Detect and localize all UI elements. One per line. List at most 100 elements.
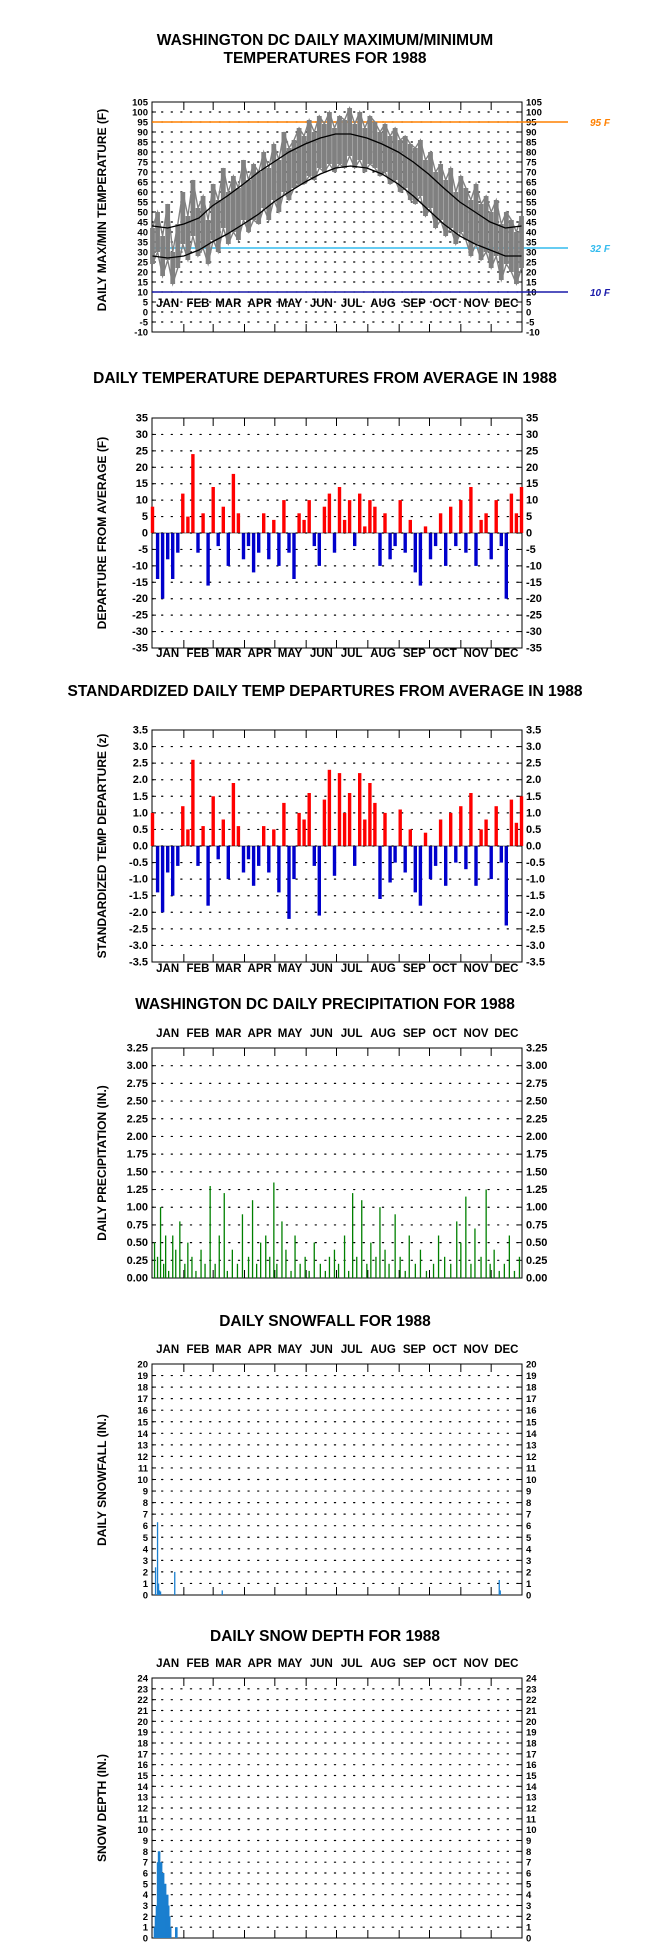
departure-bar — [211, 487, 215, 533]
precip-bar — [493, 1249, 495, 1278]
departure-bar — [267, 533, 271, 560]
snowfall-ytick-label-left: 20 — [137, 1360, 148, 1371]
zscore-month-label: APR — [248, 963, 273, 975]
precip-ytick-label-right: 2.00 — [526, 1131, 547, 1143]
departure-bar — [484, 513, 488, 533]
zscore-bar — [166, 846, 170, 873]
snowfall-bar — [157, 1583, 160, 1595]
precip-plot-area: 0.00 0.00 0.25 0.25 0.50 0.50 0.75 0.75 1.00 1.00… — [95, 1028, 547, 1285]
departure-ytick-label-right: 10 — [526, 495, 538, 507]
precip-bar — [226, 1270, 228, 1278]
temps-month-label: NOV — [464, 298, 489, 310]
zscore-plot-area: -3.5 -3.5 -3.0 -3.0 -2.5 -2.5 -2.0 -2.0 -1.5 -1.5… — [95, 725, 545, 976]
departure-bar — [509, 493, 514, 533]
zscore-bar — [211, 796, 215, 846]
snowfall-ytick-label-right: 1 — [526, 1579, 532, 1590]
snowfall-month-label: MAY — [278, 1344, 303, 1356]
precip-bar — [195, 1270, 197, 1278]
departure-bar — [206, 533, 210, 586]
departure-bar — [257, 533, 261, 553]
precip-month-label: JAN — [156, 1028, 179, 1040]
zscore-bar — [398, 809, 402, 846]
departure-ytick-label-left: 10 — [136, 495, 148, 507]
snowfall-chart-title: DAILY SNOWFALL FOR 1988 — [219, 1313, 431, 1330]
temps-ytick-label-right: 65 — [526, 178, 537, 189]
precip-month-label: NOV — [464, 1028, 489, 1040]
snowfall-ytick-label-left: 13 — [137, 1440, 148, 1451]
departure-bar — [519, 487, 524, 533]
temps-ytick-label-left: 30 — [137, 248, 148, 259]
precip-month-label: DEC — [494, 1028, 518, 1040]
snowdepth-bar — [164, 1883, 167, 1938]
snowdepth-bar — [165, 1894, 168, 1938]
departure-month-label: MAY — [278, 648, 303, 660]
zscore-ytick-label-right: 3.5 — [526, 725, 541, 737]
snowdepth-bar — [169, 1927, 172, 1938]
precip-bar — [465, 1196, 467, 1278]
snowdepth-ytick-label-right: 7 — [526, 1858, 531, 1869]
zscore-bar — [272, 829, 276, 846]
zscore-bar — [302, 819, 306, 846]
departure-bar — [398, 500, 402, 533]
temperature-chart-title-line1: WASHINGTON DC DAILY MAXIMUM/MINIMUM — [156, 32, 494, 49]
departure-bar — [449, 506, 453, 533]
precip-bar — [172, 1235, 174, 1278]
temps-ytick-label-right: 70 — [526, 168, 537, 179]
snowfall-ytick-label-left: 0 — [143, 1591, 148, 1602]
precip-bar — [450, 1263, 452, 1278]
snowdepth-ytick-label-left: 7 — [143, 1858, 148, 1869]
zscore-ytick-label-right: -2.5 — [526, 923, 545, 935]
snowfall-ytick-label-right: 2 — [526, 1567, 531, 1578]
observed-temperature-band — [150, 108, 524, 284]
snowdepth-bar — [160, 1862, 163, 1938]
departure-month-label: JUN — [310, 648, 333, 660]
zscore-bar — [327, 769, 332, 846]
precip-bar — [241, 1214, 244, 1278]
zscore-bar — [444, 846, 448, 886]
departure-ytick-label-left: 25 — [136, 445, 148, 457]
zscore-month-label: MAR — [215, 963, 242, 975]
precip-bar — [348, 1270, 350, 1278]
precip-bar — [394, 1214, 396, 1278]
snowdepth-ytick-label-left: 24 — [137, 1674, 148, 1685]
precip-ytick-label-left: 1.75 — [127, 1149, 148, 1161]
precip-ytick-label-right: 1.75 — [526, 1149, 547, 1161]
departure-ytick-label-left: 5 — [142, 511, 148, 523]
snowfall-ytick-label-left: 4 — [143, 1544, 149, 1555]
departure-bar — [297, 513, 301, 533]
snowfall-ytick-label-left: 12 — [137, 1452, 148, 1463]
temps-ytick-label-right: 0 — [526, 308, 531, 319]
departure-bar — [307, 500, 311, 533]
precip-bar — [414, 1263, 416, 1278]
zscore-ytick-label-right: 2.5 — [526, 758, 541, 770]
departure-ytick-label-right: -25 — [526, 610, 542, 622]
departure-bar — [292, 533, 296, 579]
snowfall-month-label: SEP — [403, 1344, 426, 1356]
precip-bar — [425, 1270, 428, 1278]
snowdepth-ytick-label-right: 15 — [526, 1771, 537, 1782]
zscore-month-label: OCT — [433, 963, 457, 975]
snowfall-month-label: DEC — [494, 1344, 518, 1356]
zscore-bar — [484, 819, 488, 846]
temps-ytick-label-right: 35 — [526, 238, 537, 249]
snowfall-month-label: JUL — [341, 1344, 363, 1356]
departure-ytick-label-right: -30 — [526, 626, 542, 638]
departure-ytick-label-left: -15 — [132, 577, 148, 589]
precip-bar — [191, 1256, 193, 1278]
temps-ytick-label-right: 75 — [526, 158, 537, 169]
snowdepth-ytick-label-right: 5 — [526, 1879, 532, 1890]
snowdepth-month-label: JAN — [156, 1658, 179, 1670]
precip-bar — [265, 1235, 267, 1278]
snowdepth-ytick-label-left: 8 — [143, 1847, 148, 1858]
temps-ytick-label-right: 5 — [526, 298, 532, 309]
departure-bars — [150, 454, 524, 599]
snowdepth-bar — [154, 1916, 157, 1938]
snowfall-month-label: FEB — [186, 1344, 209, 1356]
snowdepth-ytick-label-left: 5 — [143, 1879, 149, 1890]
temps-ytick-label-left: 55 — [137, 198, 148, 209]
precip-bar — [404, 1270, 406, 1278]
departure-bar — [272, 519, 276, 533]
departure-ytick-label-right: -20 — [526, 593, 542, 605]
snowdepth-ytick-label-left: 9 — [143, 1836, 148, 1847]
